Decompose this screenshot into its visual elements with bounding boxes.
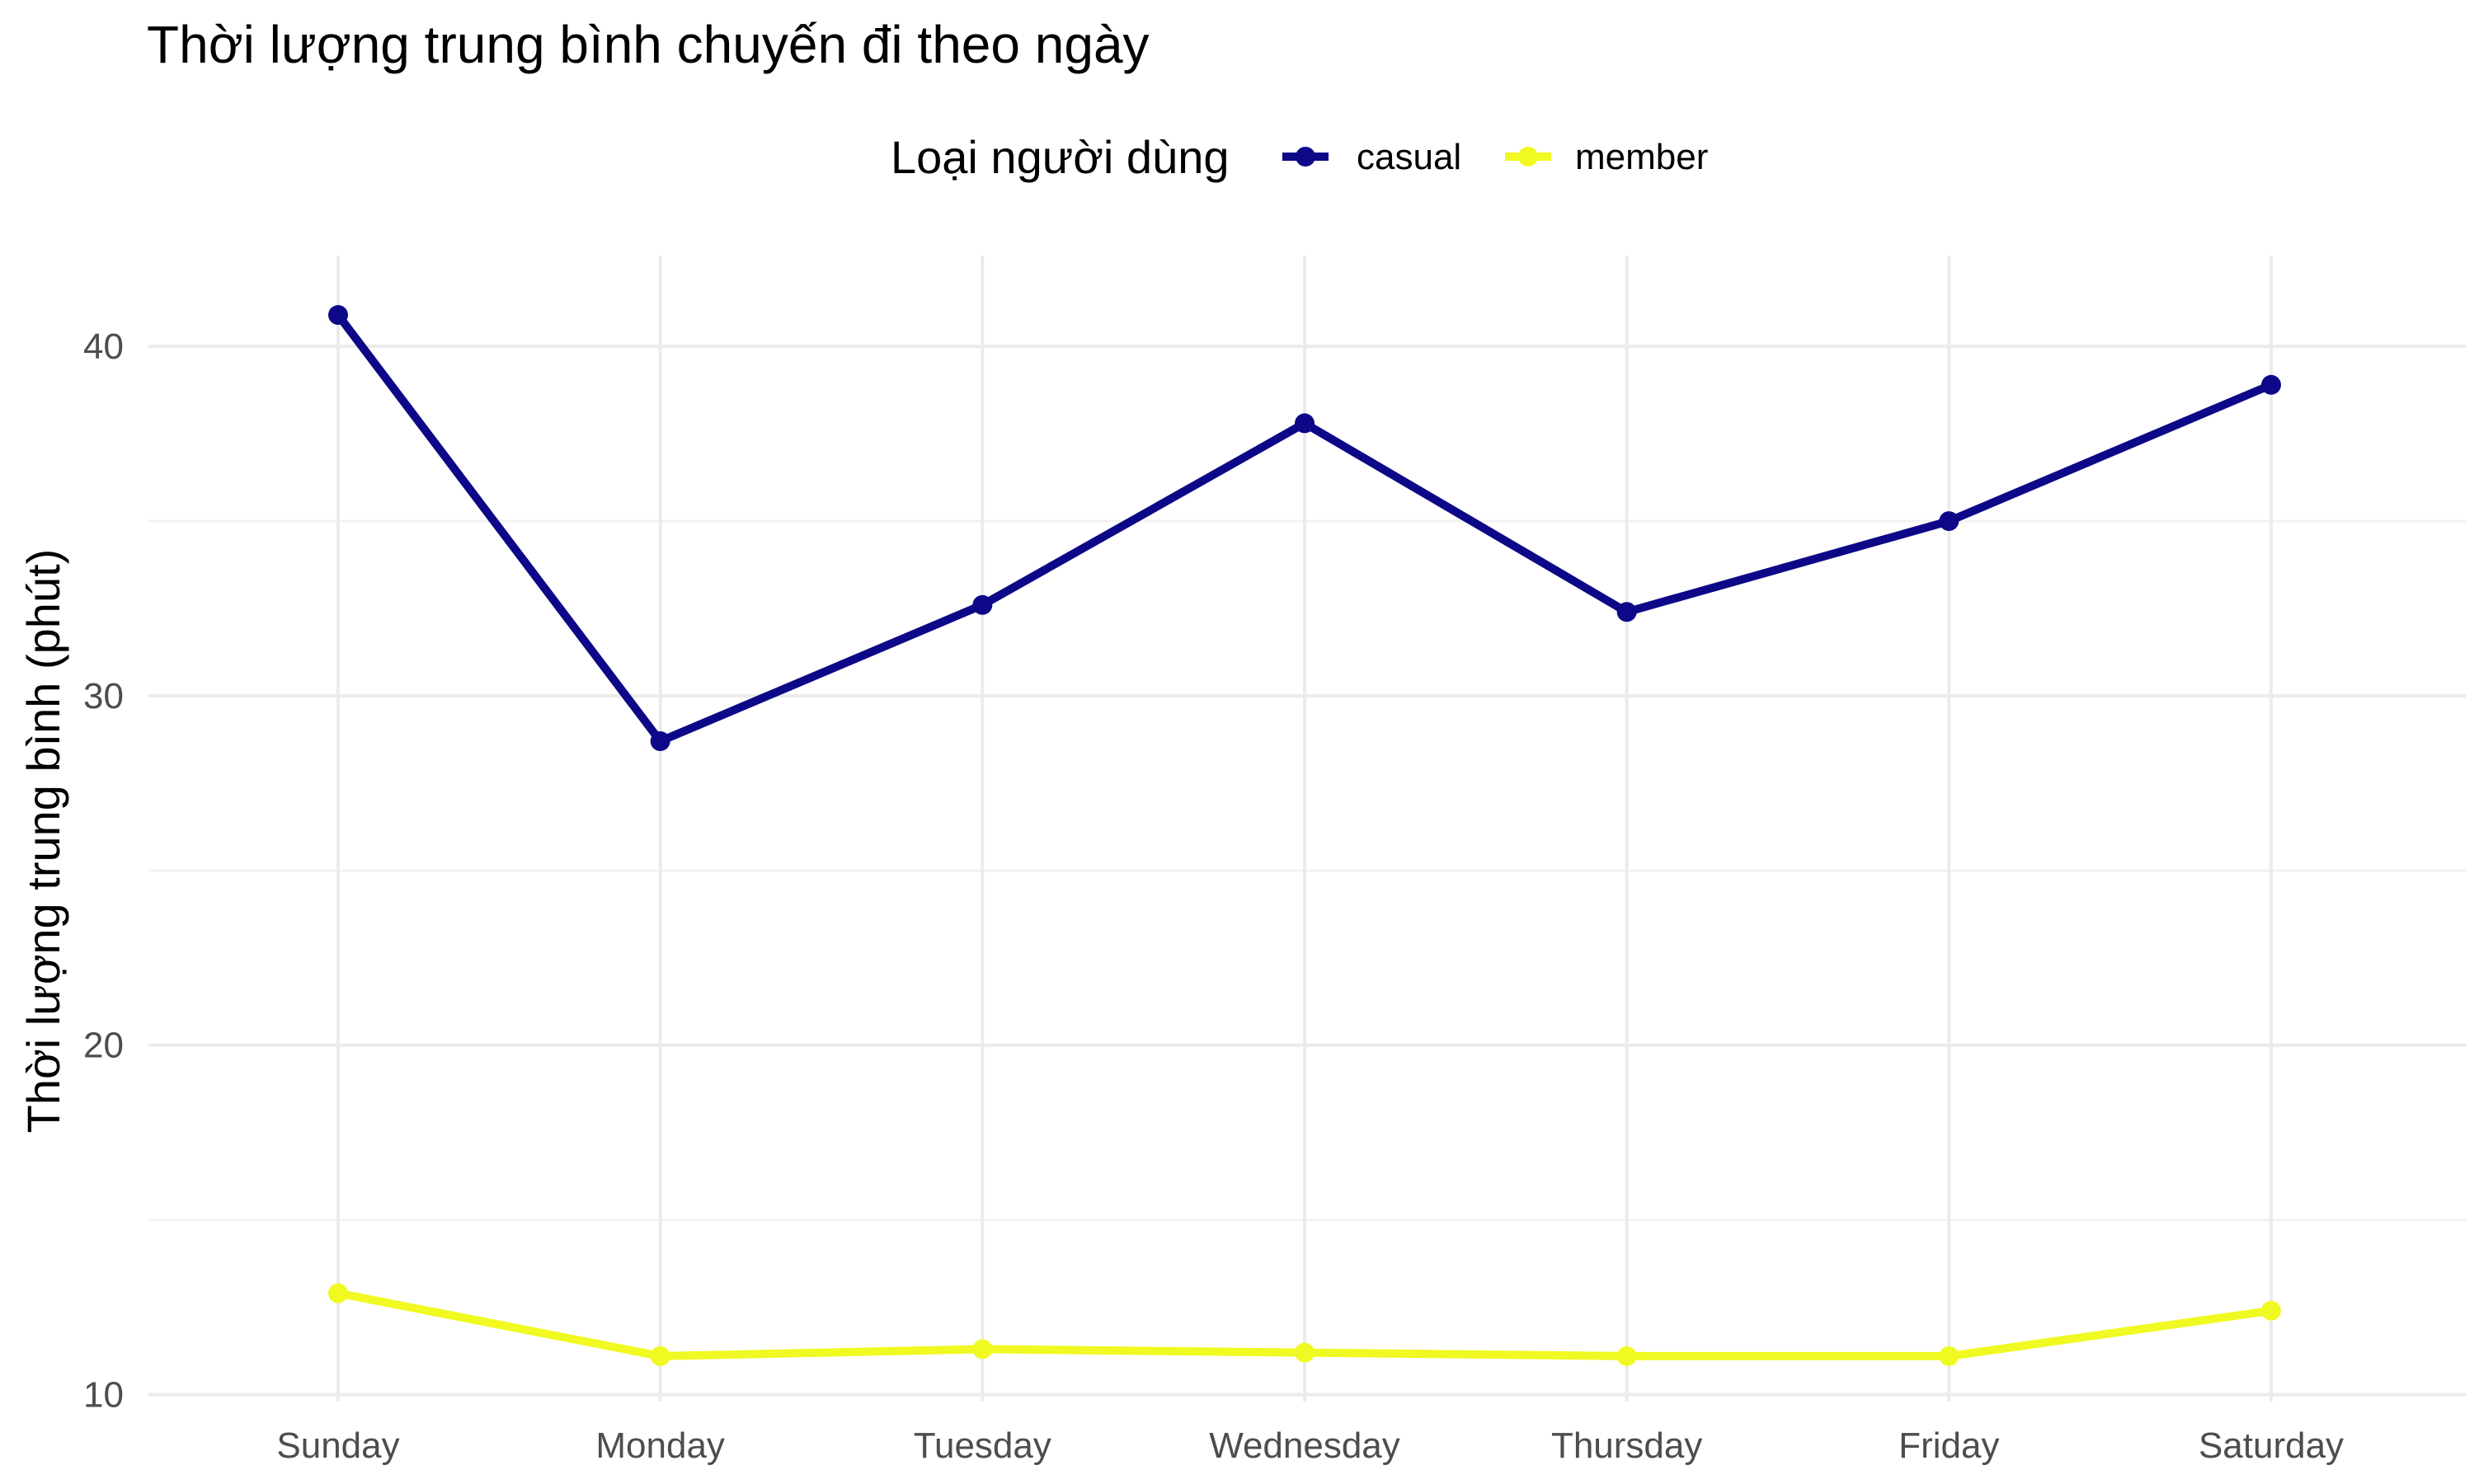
chart-title: Thời lượng trung bình chuyến đi theo ngà…	[147, 15, 1150, 74]
data-point-casual	[972, 594, 993, 615]
y-tick-label: 10	[83, 1375, 124, 1416]
series-casual	[328, 305, 2281, 752]
x-tick-label: Thursday	[1551, 1425, 1702, 1466]
data-point-casual	[650, 731, 670, 752]
data-point-member	[1939, 1345, 1959, 1366]
x-tick-label: Tuesday	[914, 1425, 1051, 1466]
series-layer	[328, 305, 2281, 1366]
data-point-casual	[2261, 374, 2281, 395]
data-point-member	[650, 1345, 670, 1366]
data-point-casual	[1939, 511, 1959, 532]
legend-key-point	[1296, 147, 1315, 167]
y-axis-title: Thời lượng trung bình (phút)	[17, 549, 69, 1134]
data-point-casual	[1616, 602, 1637, 622]
data-point-member	[328, 1283, 348, 1303]
series-member	[328, 1283, 2281, 1366]
legend-item-casual: casual	[1282, 137, 1461, 177]
x-tick-label: Monday	[595, 1425, 725, 1466]
data-point-member	[1295, 1342, 1315, 1363]
legend-label: casual	[1357, 137, 1461, 177]
legend-title: Loại người dùng	[891, 131, 1230, 183]
x-tick-label: Wednesday	[1209, 1425, 1400, 1466]
data-point-member	[2261, 1300, 2281, 1321]
y-tick-label: 40	[83, 326, 124, 367]
legend-key-point	[1518, 147, 1538, 167]
x-tick-label: Saturday	[2199, 1425, 2344, 1466]
grid	[148, 256, 2466, 1402]
legend-items: casual member	[1282, 137, 1708, 177]
y-tick-label: 20	[83, 1026, 124, 1066]
x-tick-labels: Sunday Monday Tuesday Wednesday Thursday Frid…	[276, 1425, 2344, 1466]
data-point-casual	[328, 305, 348, 326]
data-point-member	[972, 1339, 993, 1360]
x-tick-label: Friday	[1898, 1425, 1999, 1466]
x-tick-label: Sunday	[276, 1425, 399, 1466]
legend-item-member: member	[1505, 137, 1708, 177]
legend: Loại người dùng casual member	[891, 131, 1708, 183]
y-tick-labels: 10 20 30 40	[83, 326, 124, 1415]
y-tick-label: 30	[83, 676, 124, 716]
legend-label: member	[1575, 137, 1708, 177]
data-point-casual	[1295, 413, 1315, 434]
data-point-member	[1616, 1345, 1637, 1366]
